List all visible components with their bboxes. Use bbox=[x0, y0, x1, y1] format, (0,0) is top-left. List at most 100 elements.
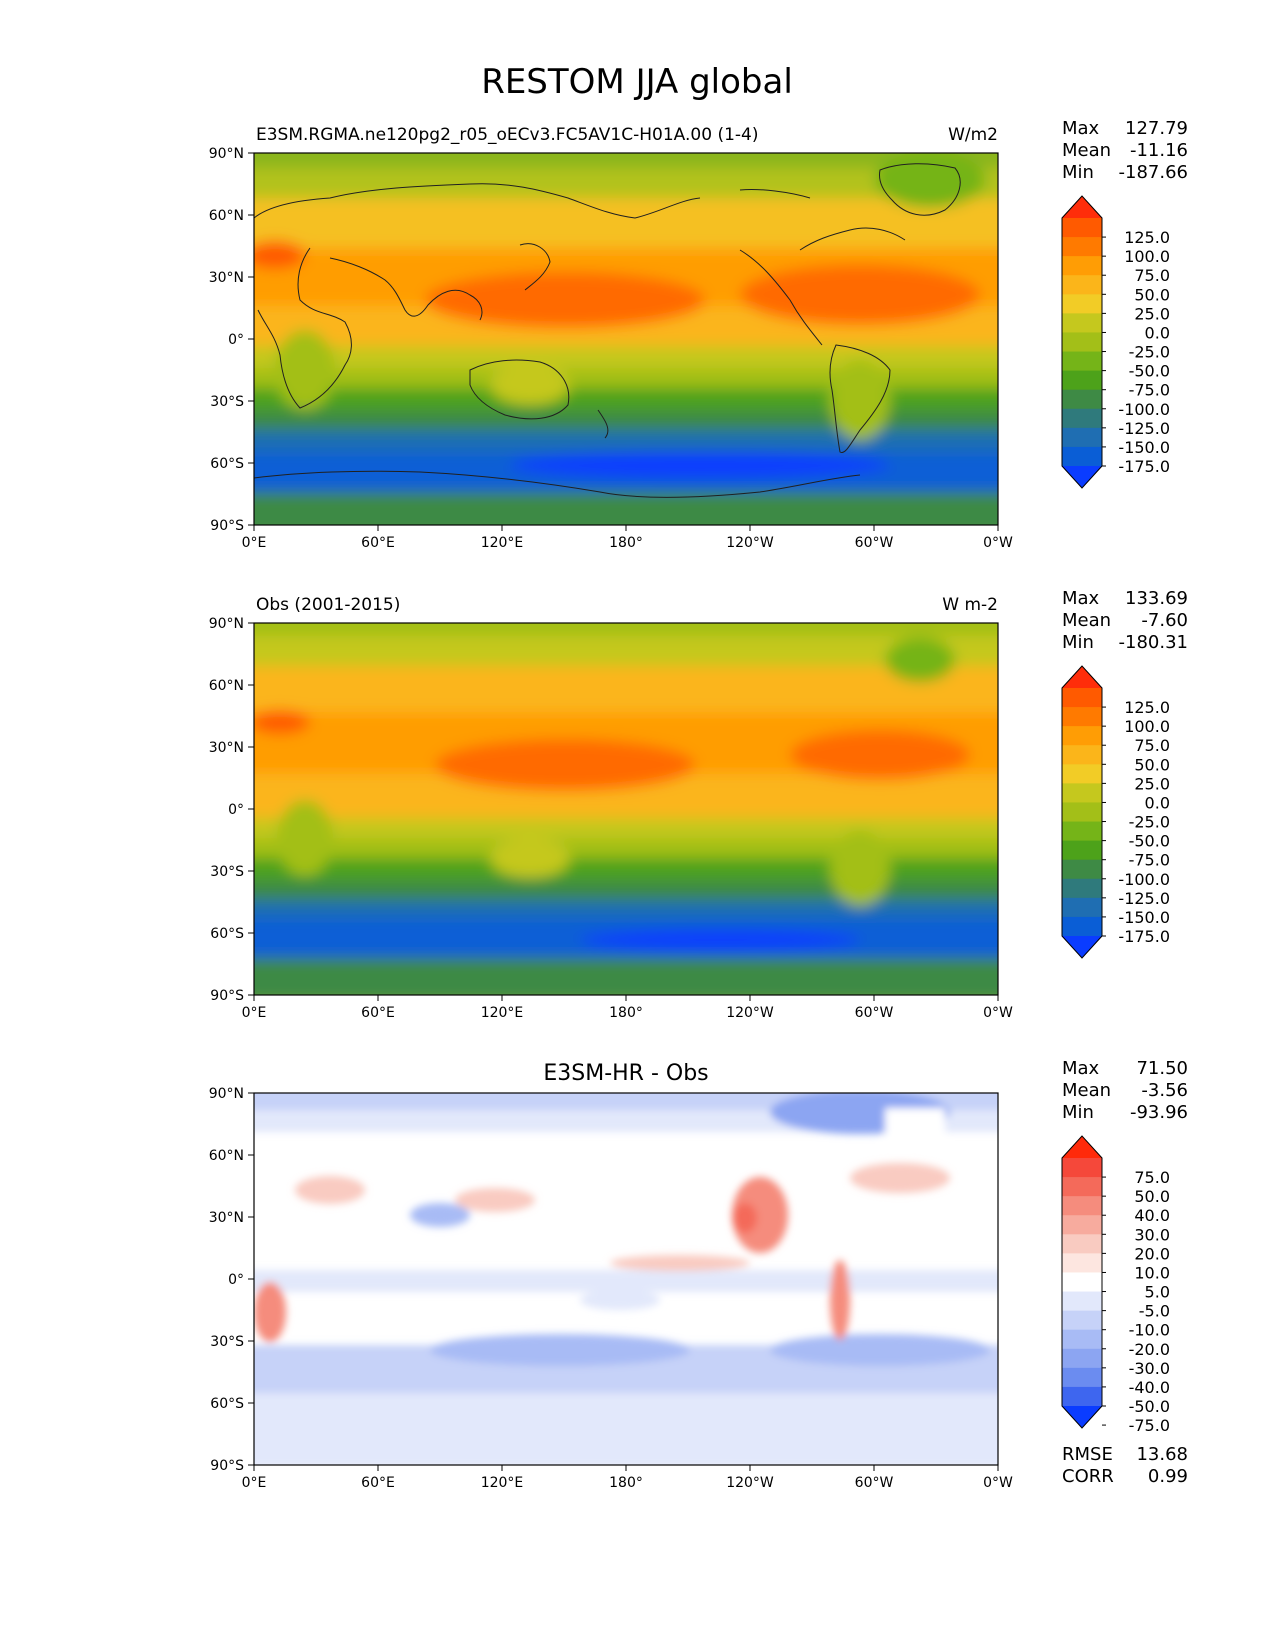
lon-tick-label: 120°E bbox=[481, 1475, 524, 1491]
colorbar-label: -125.0 bbox=[1118, 419, 1170, 438]
colorbar-label: -25.0 bbox=[1129, 813, 1170, 832]
colorbar-extend-max bbox=[1062, 1136, 1102, 1158]
lon-axis: 0°E 60°E 120°E 180° 120°W 60°W 0°W bbox=[242, 525, 1013, 551]
lat-tick-label: 90°S bbox=[210, 988, 244, 1004]
colorbar-label: -40.0 bbox=[1129, 1378, 1170, 1397]
colorbar-label: -75.0 bbox=[1129, 381, 1170, 400]
colorbar-label: 50.0 bbox=[1134, 285, 1170, 304]
lat-tick-label: 30°N bbox=[209, 1210, 244, 1226]
lon-tick-label: 120°W bbox=[726, 1005, 774, 1021]
stat-min-value: -187.66 bbox=[1119, 162, 1188, 183]
colorbar-swatch bbox=[1062, 446, 1102, 467]
lat-axis: 90°N 60°N 30°N 0° 30°S 60°S 90°S bbox=[209, 616, 254, 1004]
colorbar-swatch bbox=[1062, 370, 1102, 391]
lon-tick-label: 60°W bbox=[855, 1005, 894, 1021]
colorbar-label: -100.0 bbox=[1118, 400, 1170, 419]
stat-min-value: -180.31 bbox=[1119, 632, 1188, 653]
colorbar: 125.0100.075.050.025.00.0-25.0-50.0-75.0… bbox=[1061, 195, 1170, 489]
lat-tick-label: 60°N bbox=[209, 678, 244, 694]
colorbar-label: 0.0 bbox=[1145, 793, 1170, 812]
colorbar-extend-min bbox=[1062, 936, 1102, 958]
colorbar-label: -20.0 bbox=[1129, 1340, 1170, 1359]
lat-tick-label: 60°N bbox=[209, 1148, 244, 1164]
lon-tick-label: 180° bbox=[609, 1005, 643, 1021]
colorbar-swatch bbox=[1062, 1272, 1102, 1293]
colorbar-swatch bbox=[1062, 1386, 1102, 1407]
colorbar-label: -75.0 bbox=[1129, 1416, 1170, 1435]
colorbar-label: 100.0 bbox=[1124, 717, 1170, 736]
colorbar-label: 0.0 bbox=[1145, 323, 1170, 342]
lat-tick-label: 60°S bbox=[210, 926, 244, 942]
colorbar-label: 25.0 bbox=[1134, 774, 1170, 793]
colorbar-swatch bbox=[1062, 745, 1102, 765]
colorbar-swatch bbox=[1062, 821, 1102, 842]
lon-tick-label: 120°E bbox=[481, 1005, 524, 1021]
colorbar-label: -150.0 bbox=[1118, 908, 1170, 927]
lon-tick-label: 0°W bbox=[983, 1005, 1013, 1021]
lon-tick-label: 0°W bbox=[983, 1475, 1013, 1491]
map-field bbox=[254, 153, 998, 525]
colorbar-swatch bbox=[1062, 313, 1102, 333]
colorbar-swatch bbox=[1062, 1253, 1102, 1273]
stat-mean-label: Mean bbox=[1062, 1080, 1111, 1101]
lon-tick-label: 0°E bbox=[242, 1005, 267, 1021]
lat-tick-label: 60°N bbox=[209, 208, 244, 224]
colorbar-swatch bbox=[1062, 294, 1102, 314]
stat-max-value: 127.79 bbox=[1125, 118, 1188, 139]
colorbar-label: -25.0 bbox=[1129, 343, 1170, 362]
colorbar-swatch bbox=[1062, 218, 1102, 238]
lon-tick-label: 120°E bbox=[481, 535, 524, 551]
colorbar-label: 75.0 bbox=[1134, 266, 1170, 285]
stat-mean-label: Mean bbox=[1062, 610, 1111, 631]
colorbar-swatch bbox=[1062, 783, 1102, 803]
colorbar-extend-min bbox=[1062, 1406, 1102, 1428]
lat-tick-label: 60°S bbox=[210, 456, 244, 472]
colorbar-swatch bbox=[1062, 1310, 1102, 1331]
stats-block: Max 71.50 Mean -3.56 Min -93.96 bbox=[1062, 1058, 1188, 1123]
lat-tick-label: 90°S bbox=[210, 1458, 244, 1474]
colorbar-label: 5.0 bbox=[1145, 1283, 1170, 1302]
colorbar-label: -30.0 bbox=[1129, 1359, 1170, 1378]
colorbar-label: 20.0 bbox=[1134, 1244, 1170, 1263]
stat-min-label: Min bbox=[1062, 162, 1094, 183]
metric-rmse-value: 13.68 bbox=[1136, 1444, 1188, 1465]
colorbar-swatch bbox=[1062, 408, 1102, 429]
colorbar-swatch bbox=[1062, 1177, 1102, 1197]
figure-title: RESTOM JJA global bbox=[481, 62, 793, 102]
lon-tick-label: 120°W bbox=[726, 1475, 774, 1491]
panel-diff: E3SM-HR - Obs bbox=[209, 1058, 1188, 1491]
lat-tick-label: 30°S bbox=[210, 1334, 244, 1350]
colorbar-swatch bbox=[1062, 1158, 1102, 1178]
colorbar-swatch bbox=[1062, 897, 1102, 918]
colorbar-swatch bbox=[1062, 1367, 1102, 1388]
lat-tick-label: 30°S bbox=[210, 864, 244, 880]
colorbar-swatch bbox=[1062, 840, 1102, 861]
panel-test: E3SM.RGMA.ne120pg2_r05_oECv3.FC5AV1C-H01… bbox=[209, 118, 1188, 551]
stat-max-label: Max bbox=[1062, 588, 1100, 609]
coastlines bbox=[254, 163, 961, 498]
lon-tick-label: 60°W bbox=[855, 535, 894, 551]
colorbar-label: -150.0 bbox=[1118, 438, 1170, 457]
lat-tick-label: 0° bbox=[228, 802, 244, 818]
colorbar-swatch bbox=[1062, 1234, 1102, 1254]
colorbar-label: -5.0 bbox=[1139, 1302, 1170, 1321]
panel-title-center: E3SM-HR - Obs bbox=[543, 1061, 708, 1086]
colorbar-label: -75.0 bbox=[1129, 851, 1170, 870]
colorbar-swatch bbox=[1062, 275, 1102, 295]
colorbar-swatch bbox=[1062, 878, 1102, 899]
colorbar-extend-max bbox=[1062, 196, 1102, 218]
lon-tick-label: 60°E bbox=[361, 535, 395, 551]
colorbar-label: 125.0 bbox=[1124, 698, 1170, 717]
colorbar-swatch bbox=[1062, 427, 1102, 448]
stat-mean-value: -3.56 bbox=[1141, 1080, 1188, 1101]
colorbar-label: -125.0 bbox=[1118, 889, 1170, 908]
lat-axis: 90°N 60°N 30°N 0° 30°S 60°S 90°S bbox=[209, 146, 254, 534]
panel-units: W m-2 bbox=[942, 595, 998, 615]
lat-tick-label: 30°S bbox=[210, 394, 244, 410]
panel-title-left: Obs (2001-2015) bbox=[256, 595, 400, 615]
lon-tick-label: 0°E bbox=[242, 535, 267, 551]
stats-block: Max 133.69 Mean -7.60 Min -180.31 bbox=[1062, 588, 1188, 653]
lon-tick-label: 60°E bbox=[361, 1005, 395, 1021]
lon-axis: 0°E 60°E 120°E 180° 120°W 60°W 0°W bbox=[242, 995, 1013, 1021]
